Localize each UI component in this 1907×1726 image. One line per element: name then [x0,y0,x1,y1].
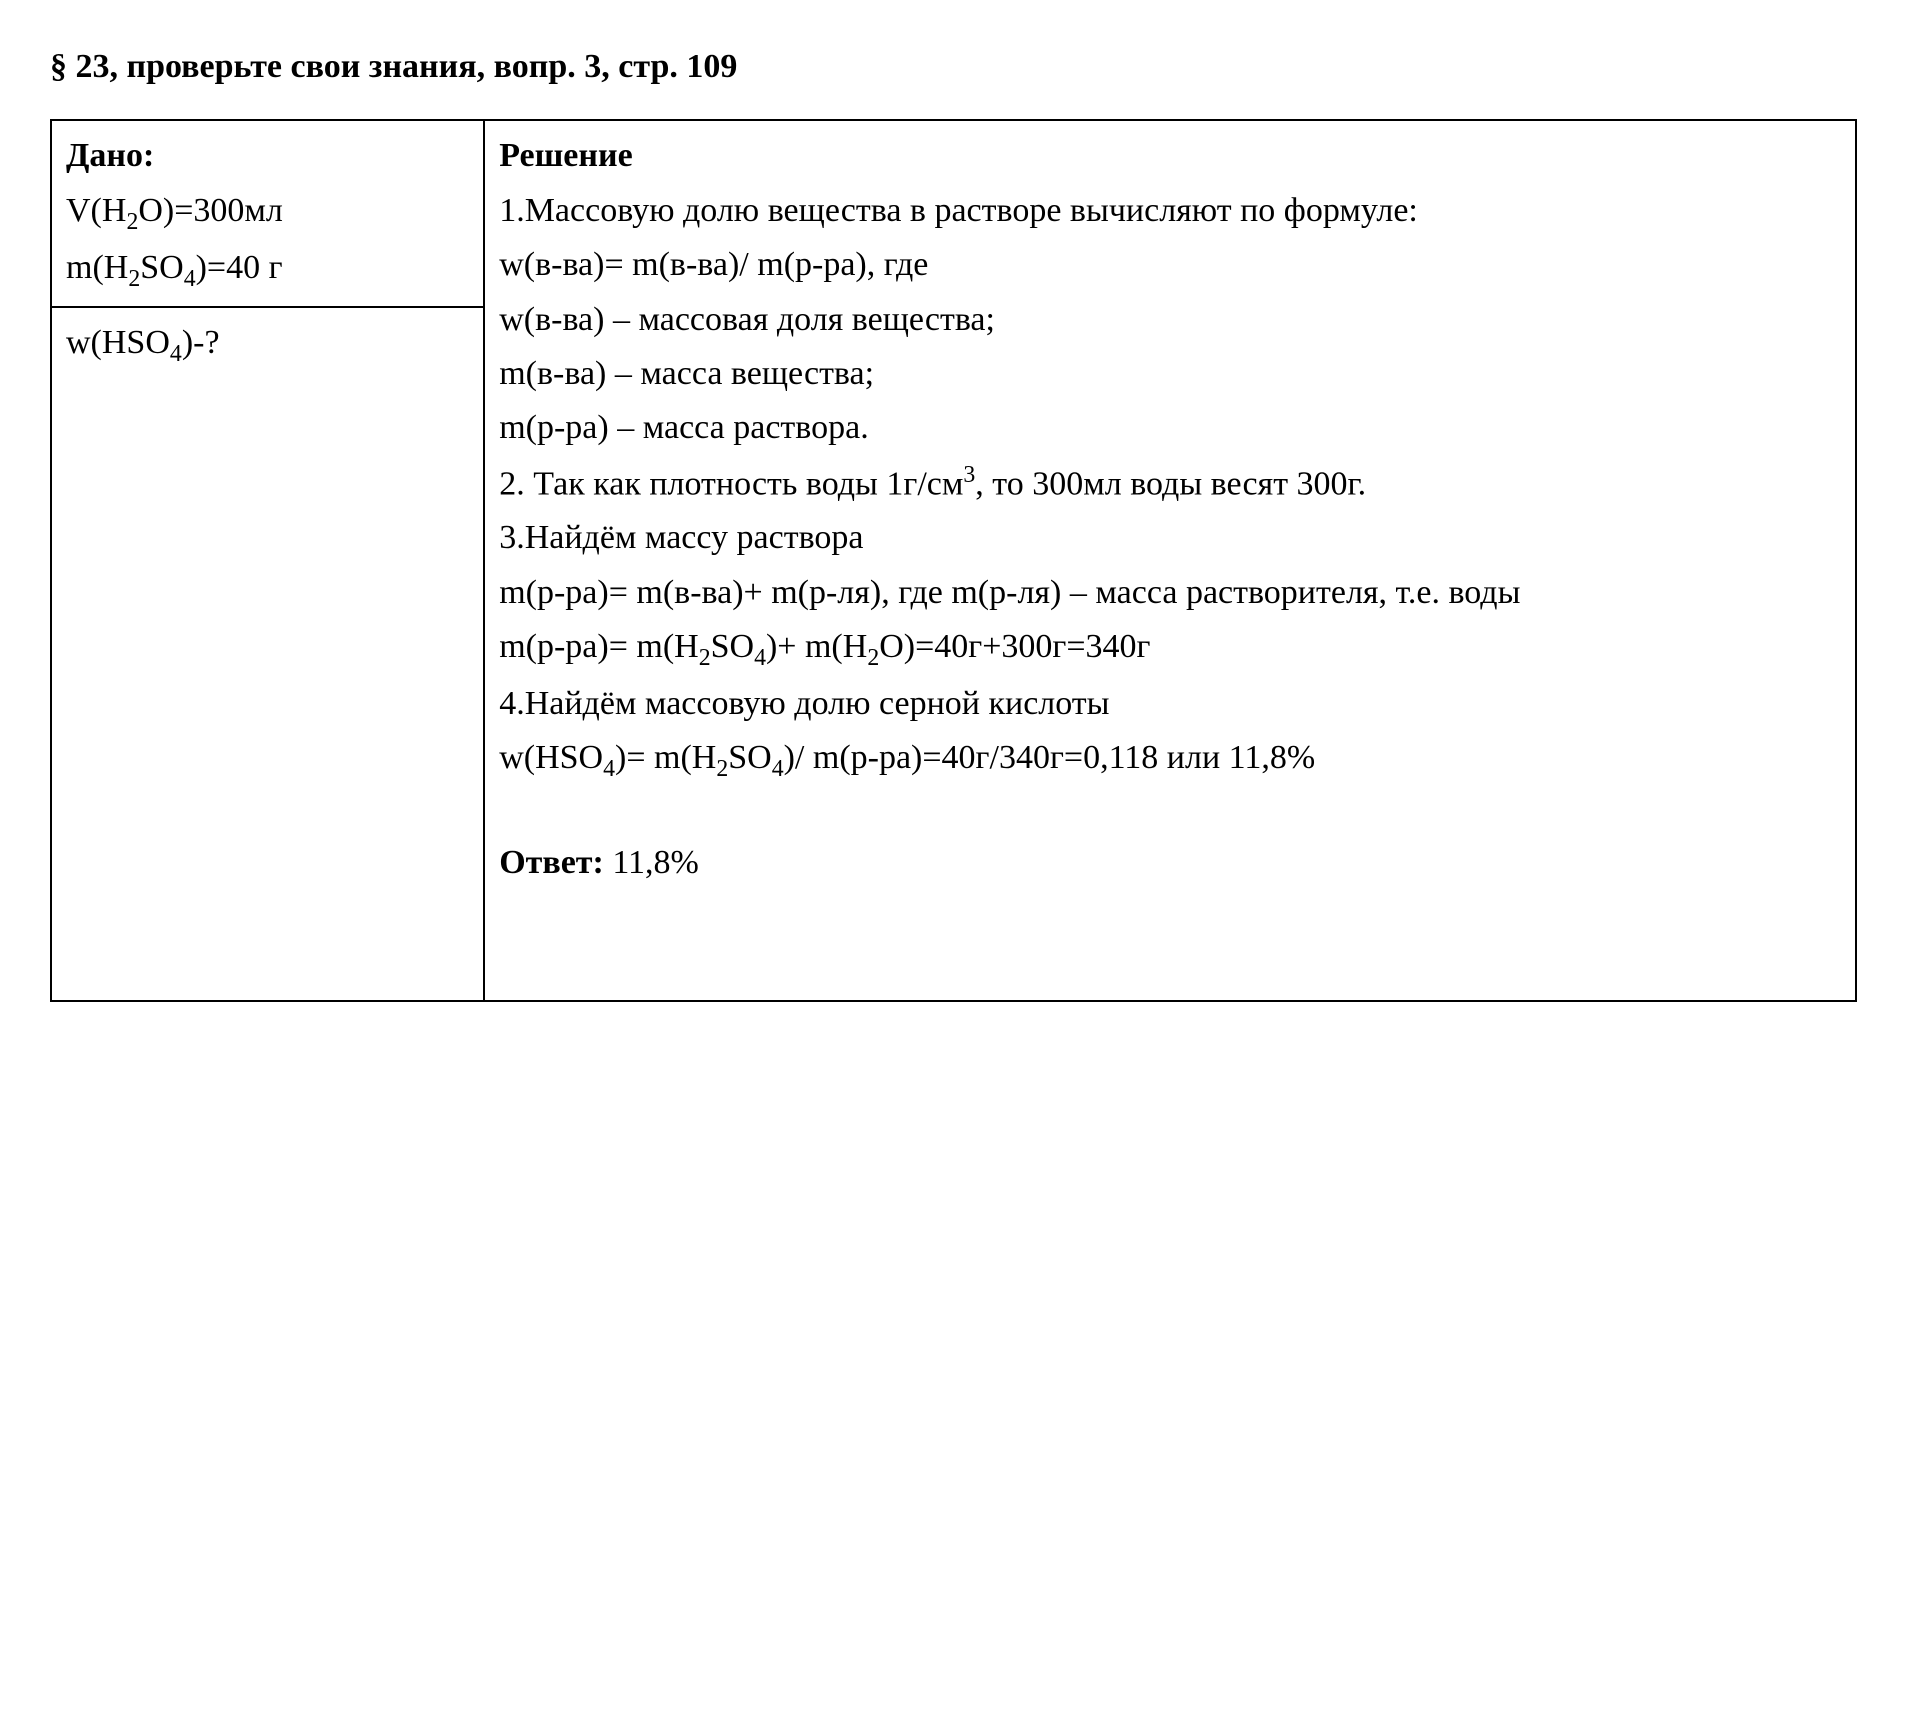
text-frag: O)=40г+300г=340г [879,628,1150,665]
answer-label: Ответ: [499,844,612,881]
text-frag: SO [711,628,754,665]
given-line-1: V(H2O)=300мл [66,184,469,241]
subscript: 2 [716,756,728,782]
solution-line: w(HSO4)= m(H2SO4)/ m(р-ра)=40г/340г=0,11… [499,731,1841,788]
answer-value: 11,8% [612,844,699,881]
subscript: 4 [603,756,615,782]
text-frag: , то 300мл воды весят 300г. [975,465,1366,502]
text-frag: SO [728,739,771,776]
text-frag: w(HSO [66,324,170,361]
solution-step-4: 4.Найдём массовую долю серной кислоты [499,677,1841,731]
text-frag: )+ m(H [766,628,867,665]
spacer [499,788,1841,836]
solution-line: w(в-ва) – массовая доля вещества; [499,293,1841,347]
given-find-cell: Дано: V(H2O)=300мл m(H2SO4)=40 г w(HSO4)… [51,120,484,1000]
subscript: 2 [126,209,138,235]
text-frag: m(H [66,249,128,286]
subscript: 2 [128,265,140,291]
solution-line: m(в-ва) – масса вещества; [499,347,1841,401]
subscript: 4 [170,340,182,366]
text-frag: m(р-ра)= m(H [499,628,699,665]
solution-step-3: 3.Найдём массу раствора [499,511,1841,565]
find-line: w(HSO4)-? [66,316,469,373]
given-heading: Дано: [66,129,469,183]
solution-line: w(в-ва)= m(в-ва)/ m(р-ра), где [499,238,1841,292]
solution-line: m(р-ра) – масса раствора. [499,401,1841,455]
text-frag: )= m(H [615,739,716,776]
spacer [499,890,1841,938]
text-frag: SO [140,249,183,286]
superscript: 3 [963,462,975,488]
text-frag: )=40 г [196,249,283,286]
solution-step-1: 1.Массовую долю вещества в растворе вычи… [499,184,1841,238]
given-line-2: m(H2SO4)=40 г [66,241,469,298]
subscript: 2 [867,645,879,671]
text-frag: O)=300мл [138,192,283,229]
answer-line: Ответ: 11,8% [499,836,1841,890]
solution-line: m(р-ра)= m(H2SO4)+ m(H2O)=40г+300г=340г [499,620,1841,677]
text-frag: 2. Так как плотность воды 1г/см [499,465,963,502]
page-title: § 23, проверьте свои знания, вопр. 3, ст… [50,40,1857,94]
subscript: 4 [754,645,766,671]
text-frag: )/ m(р-ра)=40г/340г=0,118 или 11,8% [784,739,1316,776]
spacer [499,938,1841,986]
text-frag: )-? [182,324,220,361]
solution-step-2: 2. Так как плотность воды 1г/см3, то 300… [499,456,1841,512]
solution-cell: Решение 1.Массовую долю вещества в раств… [484,120,1856,1000]
text-frag: w(HSO [499,739,603,776]
subscript: 2 [699,645,711,671]
solution-heading: Решение [499,129,1841,183]
given-find-separator [52,306,483,308]
problem-table: Дано: V(H2O)=300мл m(H2SO4)=40 г w(HSO4)… [50,119,1857,1001]
solution-line: m(р-ра)= m(в-ва)+ m(р-ля), где m(р-ля) –… [499,566,1841,620]
subscript: 4 [772,756,784,782]
text-frag: V(H [66,192,126,229]
subscript: 4 [184,265,196,291]
